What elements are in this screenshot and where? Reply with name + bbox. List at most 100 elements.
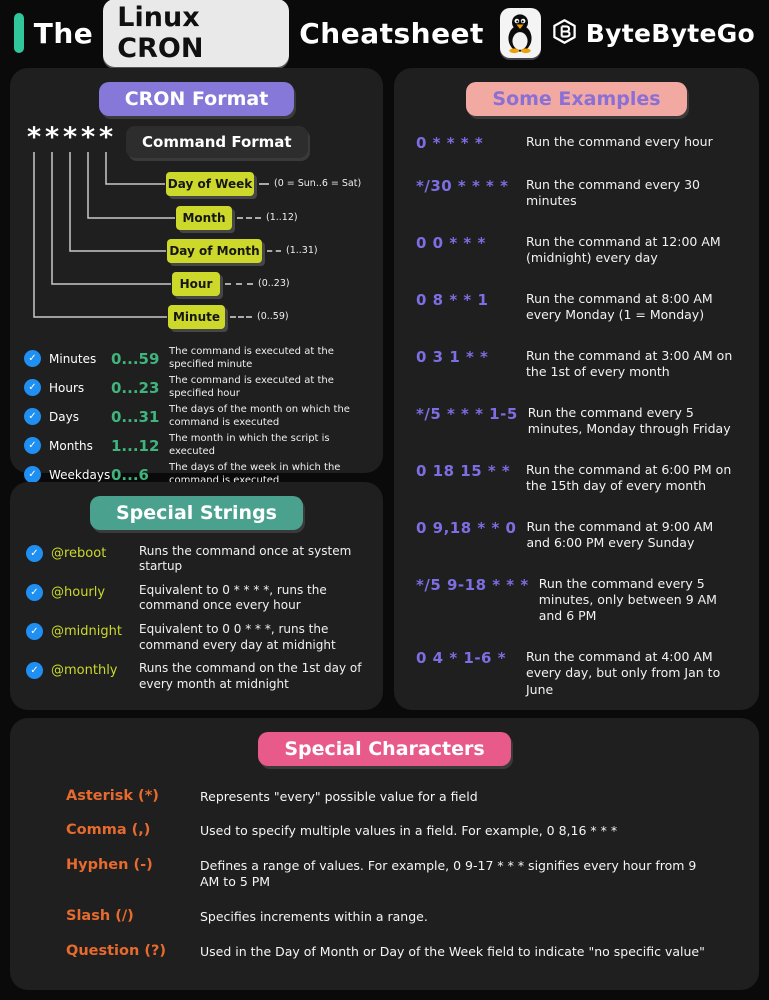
check-icon: ✓ bbox=[24, 408, 41, 425]
string-name: @monthly bbox=[51, 662, 118, 678]
example-row: 0 0 * * * Run the command at 12:00 AM (m… bbox=[416, 234, 737, 267]
field-box-day-of-month: Day of Month bbox=[167, 238, 262, 263]
string-desc: Equivalent to 0 * * * *, runs the comman… bbox=[139, 582, 327, 613]
legend-range: 0...6 bbox=[111, 465, 149, 484]
example-desc: Run the command at 12:00 AM (midnight) e… bbox=[526, 233, 721, 265]
string-desc: Runs the command on the 1st day of every… bbox=[139, 660, 362, 691]
special-strings-card: Special Strings ✓ @reboot Runs the comma… bbox=[10, 482, 383, 710]
asterisk-day-of-week: * bbox=[98, 122, 114, 153]
char-name: Question (?) bbox=[66, 943, 167, 960]
example-cron: */5 * * * 1-5 bbox=[416, 404, 518, 423]
char-row-asterisk: Asterisk (*) Represents "every" possible… bbox=[66, 788, 719, 805]
field-row-minute: Minute (0..59) bbox=[168, 304, 289, 329]
example-cron: 0 8 * * 1 bbox=[416, 290, 489, 309]
legend-desc: The days of the month on which the comma… bbox=[169, 404, 350, 428]
example-desc: Run the command every 5 minutes, Monday … bbox=[527, 404, 731, 436]
cron-field-legend: ✓ Minutes 0...59 The command is executed… bbox=[24, 344, 369, 489]
page-header: The Linux CRON Cheatsheet bbox=[0, 0, 769, 67]
special-strings-title: Special Strings bbox=[90, 496, 303, 530]
example-row: */5 * * * 1-5 Run the command every 5 mi… bbox=[416, 405, 737, 438]
check-icon: ✓ bbox=[24, 379, 41, 396]
example-desc: Run the command at 8:00 AM every Monday … bbox=[526, 290, 713, 322]
check-icon: ✓ bbox=[26, 583, 43, 601]
char-desc: Used in the Day of Month or Day of the W… bbox=[200, 944, 705, 960]
asterisk-hour: * bbox=[44, 122, 60, 153]
field-row-day-of-month: Day of Month (1..31) bbox=[167, 238, 318, 263]
example-row: 0 3 1 * * Run the command at 3:00 AM on … bbox=[416, 348, 737, 381]
legend-range: 0...23 bbox=[111, 378, 160, 397]
char-name: Comma (,) bbox=[66, 822, 151, 839]
string-row-reboot: ✓ @reboot Runs the command once at syste… bbox=[26, 544, 367, 575]
string-name: @hourly bbox=[51, 584, 106, 600]
char-row-question: Question (?) Used in the Day of Month or… bbox=[66, 943, 719, 960]
legend-desc: The command is executed at the specified… bbox=[169, 375, 334, 399]
legend-row-minutes: ✓ Minutes 0...59 The command is executed… bbox=[24, 344, 369, 373]
examples-list: 0 * * * * Run the command every hour */3… bbox=[414, 116, 739, 710]
char-name: Hyphen (-) bbox=[66, 857, 153, 874]
special-characters-title: Special Characters bbox=[258, 732, 511, 766]
bytebytego-brand: ByteByteGo bbox=[551, 18, 755, 49]
special-strings-list: ✓ @reboot Runs the command once at syste… bbox=[24, 530, 369, 710]
dash-line bbox=[230, 315, 252, 318]
field-range-day-of-week: (0 = Sun..6 = Sat) bbox=[274, 178, 362, 189]
legend-name: Months bbox=[49, 438, 93, 453]
char-row-slash: Slash (/) Specifies increments within a … bbox=[66, 908, 719, 925]
example-desc: Run the command every 30 minutes bbox=[526, 176, 700, 208]
cron-format-diagram: * * * * * Command Format Day of Week (0 … bbox=[24, 124, 369, 338]
example-desc: Run the command at 6:00 PM on the 15th d… bbox=[526, 461, 732, 494]
legend-name: Days bbox=[49, 409, 79, 424]
field-row-hour: Hour (0..23) bbox=[172, 271, 290, 296]
asterisk-day-of-month: * bbox=[62, 122, 78, 153]
linux-tux-icon bbox=[499, 8, 541, 58]
example-row: */30 * * * * Run the command every 30 mi… bbox=[416, 177, 737, 210]
dash-line bbox=[237, 216, 261, 219]
page-title-highlight: Linux CRON bbox=[103, 0, 290, 67]
legend-desc: The days of the week in which the comman… bbox=[169, 462, 341, 486]
example-cron: 0 0 * * * bbox=[416, 233, 486, 252]
examples-title: Some Examples bbox=[466, 82, 687, 116]
char-desc: Used to specify multiple values in a fie… bbox=[200, 823, 618, 839]
cron-format-card: CRON Format * * * * * Command Format Day… bbox=[10, 68, 383, 486]
example-cron: 0 18 15 * * bbox=[416, 461, 511, 480]
string-desc: Equivalent to 0 0 * * *, runs the comman… bbox=[139, 621, 336, 652]
string-name: @midnight bbox=[51, 623, 122, 639]
example-desc: Run the command every hour bbox=[526, 134, 713, 149]
legend-row-months: ✓ Months 1...12 The month in which the s… bbox=[24, 431, 369, 460]
example-cron: 0 * * * * bbox=[416, 134, 484, 152]
asterisk-month: * bbox=[80, 122, 96, 153]
check-icon: ✓ bbox=[24, 437, 41, 454]
string-desc: Runs the command once at system startup bbox=[139, 543, 352, 574]
field-row-month: Month (1..12) bbox=[176, 205, 298, 230]
example-row: 0 * * * * Run the command every hour bbox=[416, 134, 737, 152]
legend-name: Minutes bbox=[49, 351, 97, 366]
field-range-day-of-month: (1..31) bbox=[286, 245, 318, 256]
example-desc: Run the command every 5 minutes, only be… bbox=[538, 575, 717, 624]
example-row: 0 8 * * 1 Run the command at 8:00 AM eve… bbox=[416, 291, 737, 324]
legend-range: 0...59 bbox=[111, 349, 160, 368]
legend-range: 0...31 bbox=[111, 407, 160, 426]
check-icon: ✓ bbox=[26, 622, 43, 640]
example-cron: */5 9-18 * * * bbox=[416, 575, 529, 594]
brand-name: ByteByteGo bbox=[585, 18, 755, 48]
connector-lines bbox=[33, 152, 175, 318]
legend-range: 1...12 bbox=[111, 436, 160, 455]
field-row-day-of-week: Day of Week (0 = Sun..6 = Sat) bbox=[166, 171, 361, 196]
dash-line bbox=[267, 249, 281, 252]
char-name: Asterisk (*) bbox=[66, 787, 159, 804]
char-row-hyphen: Hyphen (-) Defines a range of values. Fo… bbox=[66, 857, 719, 891]
example-cron: */30 * * * * bbox=[416, 176, 509, 195]
check-icon: ✓ bbox=[24, 466, 41, 483]
legend-desc: The command is executed at the specified… bbox=[169, 346, 334, 370]
field-box-month: Month bbox=[176, 205, 232, 230]
special-characters-list: Asterisk (*) Represents "every" possible… bbox=[30, 766, 739, 990]
field-range-hour: (0..23) bbox=[258, 278, 290, 289]
example-desc: Run the command at 4:00 AM every day, bu… bbox=[526, 649, 721, 697]
check-icon: ✓ bbox=[26, 661, 43, 679]
string-row-monthly: ✓ @monthly Runs the command on the 1st d… bbox=[26, 661, 367, 692]
asterisk-minute: * bbox=[26, 122, 42, 153]
command-format-label: Command Format bbox=[126, 126, 308, 158]
examples-card: Some Examples 0 * * * * Run the command … bbox=[394, 68, 759, 710]
special-characters-card: Special Characters Asterisk (*) Represen… bbox=[10, 718, 759, 990]
page-title-the: The bbox=[33, 16, 94, 50]
